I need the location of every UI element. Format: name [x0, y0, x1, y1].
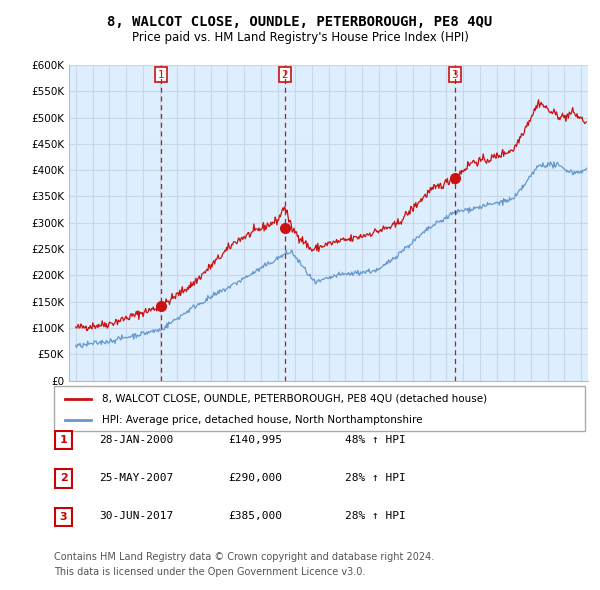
Text: £290,000: £290,000 — [228, 473, 282, 483]
Text: 30-JUN-2017: 30-JUN-2017 — [99, 512, 173, 521]
FancyBboxPatch shape — [54, 386, 585, 431]
Text: 1: 1 — [158, 70, 164, 80]
Text: 2: 2 — [60, 474, 67, 483]
Text: 8, WALCOT CLOSE, OUNDLE, PETERBOROUGH, PE8 4QU: 8, WALCOT CLOSE, OUNDLE, PETERBOROUGH, P… — [107, 15, 493, 29]
Text: 3: 3 — [452, 70, 458, 80]
Text: 28-JAN-2000: 28-JAN-2000 — [99, 435, 173, 444]
Text: This data is licensed under the Open Government Licence v3.0.: This data is licensed under the Open Gov… — [54, 567, 365, 577]
Text: £385,000: £385,000 — [228, 512, 282, 521]
Text: 1: 1 — [60, 435, 67, 445]
Text: 3: 3 — [60, 512, 67, 522]
FancyBboxPatch shape — [55, 508, 72, 526]
Text: 28% ↑ HPI: 28% ↑ HPI — [345, 473, 406, 483]
FancyBboxPatch shape — [55, 470, 72, 487]
Text: 25-MAY-2007: 25-MAY-2007 — [99, 473, 173, 483]
Text: 28% ↑ HPI: 28% ↑ HPI — [345, 512, 406, 521]
Text: Contains HM Land Registry data © Crown copyright and database right 2024.: Contains HM Land Registry data © Crown c… — [54, 552, 434, 562]
Text: Price paid vs. HM Land Registry's House Price Index (HPI): Price paid vs. HM Land Registry's House … — [131, 31, 469, 44]
Text: 2: 2 — [281, 70, 288, 80]
FancyBboxPatch shape — [55, 431, 72, 449]
Text: 48% ↑ HPI: 48% ↑ HPI — [345, 435, 406, 444]
Text: 8, WALCOT CLOSE, OUNDLE, PETERBOROUGH, PE8 4QU (detached house): 8, WALCOT CLOSE, OUNDLE, PETERBOROUGH, P… — [102, 394, 487, 404]
Text: HPI: Average price, detached house, North Northamptonshire: HPI: Average price, detached house, Nort… — [102, 415, 422, 425]
Text: £140,995: £140,995 — [228, 435, 282, 444]
